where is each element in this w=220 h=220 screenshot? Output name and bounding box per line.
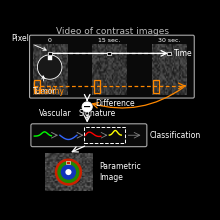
Text: Healthy: Healthy [34, 87, 64, 96]
Circle shape [37, 55, 62, 79]
Circle shape [55, 159, 82, 186]
Text: Time: Time [174, 49, 193, 58]
Bar [153, 80, 159, 93]
Text: Tumor: Tumor [33, 76, 56, 95]
Text: 30 sec.: 30 sec. [158, 38, 180, 43]
Text: Video of contrast images: Video of contrast images [56, 27, 169, 36]
Bar [48, 52, 52, 55]
Text: Signature: Signature [79, 108, 116, 117]
Text: 0: 0 [48, 38, 52, 43]
Circle shape [82, 102, 92, 112]
Text: Vascular: Vascular [39, 108, 72, 117]
Bar [34, 80, 40, 93]
Bar [107, 52, 111, 55]
Bar [48, 56, 52, 60]
Text: −: − [83, 101, 91, 112]
Text: Pixel: Pixel [11, 34, 46, 50]
Bar [66, 161, 70, 164]
Text: Classification: Classification [149, 131, 201, 140]
Circle shape [57, 161, 79, 183]
FancyBboxPatch shape [29, 35, 194, 98]
Bar [84, 127, 125, 143]
Text: Parametric
Image: Parametric Image [99, 162, 141, 182]
Bar [94, 80, 100, 93]
Text: Difference: Difference [96, 99, 135, 108]
Circle shape [61, 165, 76, 180]
Bar [167, 52, 171, 55]
Text: 15 sec.: 15 sec. [98, 38, 121, 43]
FancyBboxPatch shape [31, 124, 147, 147]
Circle shape [65, 169, 72, 175]
